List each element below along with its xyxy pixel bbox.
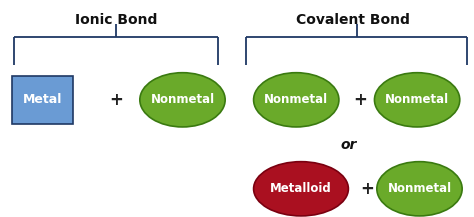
Text: Nonmetal: Nonmetal: [387, 182, 452, 195]
Ellipse shape: [374, 73, 460, 127]
Text: Nonmetal: Nonmetal: [264, 93, 328, 106]
Text: Metal: Metal: [23, 93, 63, 106]
Ellipse shape: [140, 73, 225, 127]
Text: Nonmetal: Nonmetal: [150, 93, 215, 106]
Ellipse shape: [254, 162, 348, 216]
FancyBboxPatch shape: [12, 76, 73, 124]
Text: or: or: [340, 138, 356, 152]
Text: +: +: [353, 91, 367, 109]
Text: Covalent Bond: Covalent Bond: [296, 13, 410, 26]
Ellipse shape: [377, 162, 462, 216]
Text: +: +: [360, 180, 374, 198]
Text: Ionic Bond: Ionic Bond: [75, 13, 157, 26]
Text: Metalloid: Metalloid: [270, 182, 332, 195]
Ellipse shape: [254, 73, 339, 127]
Text: Nonmetal: Nonmetal: [385, 93, 449, 106]
Text: +: +: [109, 91, 123, 109]
